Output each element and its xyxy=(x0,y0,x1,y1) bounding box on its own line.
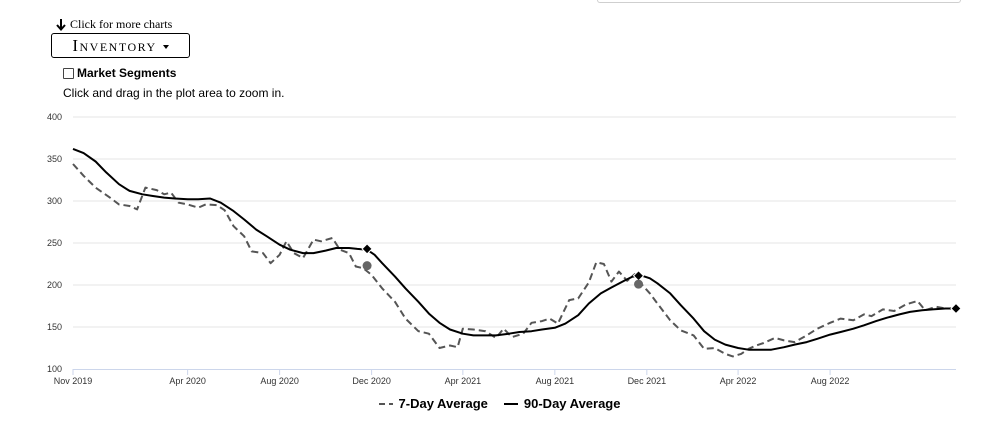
x-tick-label: Nov 2019 xyxy=(54,376,93,386)
market-segments-label: Market Segments xyxy=(77,66,177,80)
arrow-down-icon xyxy=(56,18,66,31)
x-tick-label: Apr 2020 xyxy=(169,376,206,386)
x-tick-label: Aug 2020 xyxy=(260,376,299,386)
solid-line-icon xyxy=(503,402,518,405)
y-tick-label: 400 xyxy=(47,112,62,122)
more-charts-label: Click for more charts xyxy=(70,17,173,31)
chart-selector-label: Inventory xyxy=(72,35,157,55)
zoom-hint: Click and drag in the plot area to zoom … xyxy=(63,86,285,100)
series-line-90day xyxy=(72,147,956,351)
x-tick-label: Aug 2022 xyxy=(811,376,850,386)
legend-label-7day: 7-Day Average xyxy=(398,396,488,411)
y-tick-label: 300 xyxy=(47,196,62,206)
y-tick-label: 150 xyxy=(47,322,62,332)
x-tick-label: Aug 2021 xyxy=(536,376,575,386)
x-tick-label: Apr 2022 xyxy=(720,376,757,386)
chevron-down-icon xyxy=(162,44,169,49)
marker-diamond xyxy=(632,270,645,282)
legend-item-7day[interactable]: 7-Day Average xyxy=(378,396,488,411)
chart-selector-dropdown[interactable]: Inventory xyxy=(51,33,190,58)
legend-label-90day: 90-Day Average xyxy=(523,396,621,411)
series-line-7day xyxy=(72,163,956,358)
x-tick-label: Dec 2020 xyxy=(352,376,391,386)
dashed-line-icon xyxy=(378,402,393,405)
search-input-edge[interactable] xyxy=(597,0,961,3)
marker-circle xyxy=(634,279,644,289)
legend-item-90day[interactable]: 90-Day Average xyxy=(503,396,621,411)
chart-legend: 7-Day Average 90-Day Average xyxy=(0,396,999,411)
y-tick-label: 200 xyxy=(47,280,62,290)
marker-diamond xyxy=(950,302,962,315)
more-charts-link[interactable]: Click for more charts xyxy=(56,17,172,32)
x-tick-label: Apr 2021 xyxy=(445,376,482,386)
marker-circle xyxy=(362,261,372,271)
y-tick-label: 100 xyxy=(47,364,62,374)
y-tick-label: 350 xyxy=(47,154,62,164)
market-segments-checkbox[interactable] xyxy=(63,67,74,79)
y-tick-label: 250 xyxy=(47,238,62,248)
x-tick-label: Dec 2021 xyxy=(628,376,667,386)
inventory-line-chart[interactable]: 100 150 200 250 300 350 400 Nov 2019 Apr 2020 Aug… xyxy=(0,105,999,395)
market-segments-toggle[interactable]: Market Segments xyxy=(63,66,176,80)
marker-diamond xyxy=(361,243,373,255)
